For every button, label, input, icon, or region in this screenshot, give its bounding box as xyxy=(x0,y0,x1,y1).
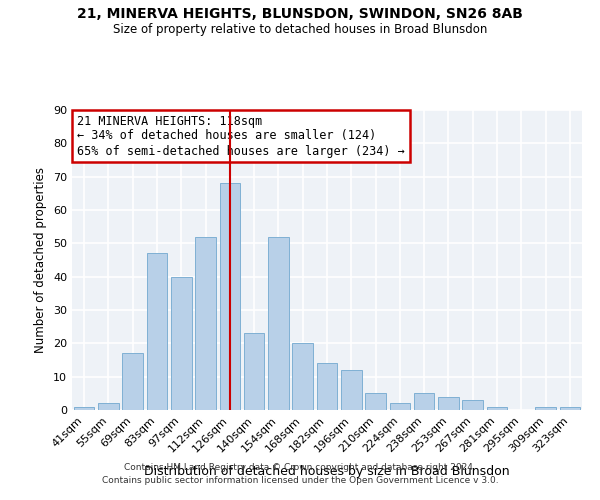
Text: Contains public sector information licensed under the Open Government Licence v : Contains public sector information licen… xyxy=(101,476,499,485)
Y-axis label: Number of detached properties: Number of detached properties xyxy=(34,167,47,353)
Bar xyxy=(244,334,265,410)
Text: Size of property relative to detached houses in Broad Blunsdon: Size of property relative to detached ho… xyxy=(113,22,487,36)
Bar xyxy=(487,406,508,410)
Bar xyxy=(122,354,143,410)
Bar xyxy=(317,364,337,410)
Bar xyxy=(268,236,289,410)
Bar xyxy=(220,184,240,410)
Bar xyxy=(389,404,410,410)
Text: Contains HM Land Registry data © Crown copyright and database right 2024.: Contains HM Land Registry data © Crown c… xyxy=(124,464,476,472)
Bar xyxy=(535,406,556,410)
Bar xyxy=(195,236,216,410)
Bar xyxy=(98,404,119,410)
Text: 21 MINERVA HEIGHTS: 118sqm
← 34% of detached houses are smaller (124)
65% of sem: 21 MINERVA HEIGHTS: 118sqm ← 34% of deta… xyxy=(77,114,405,158)
Bar xyxy=(341,370,362,410)
Text: 21, MINERVA HEIGHTS, BLUNSDON, SWINDON, SN26 8AB: 21, MINERVA HEIGHTS, BLUNSDON, SWINDON, … xyxy=(77,8,523,22)
Bar xyxy=(560,406,580,410)
Bar xyxy=(171,276,191,410)
Bar xyxy=(146,254,167,410)
Bar xyxy=(438,396,459,410)
Bar xyxy=(414,394,434,410)
Bar xyxy=(463,400,483,410)
X-axis label: Distribution of detached houses by size in Broad Blunsdon: Distribution of detached houses by size … xyxy=(144,465,510,478)
Bar xyxy=(74,406,94,410)
Bar xyxy=(365,394,386,410)
Bar xyxy=(292,344,313,410)
